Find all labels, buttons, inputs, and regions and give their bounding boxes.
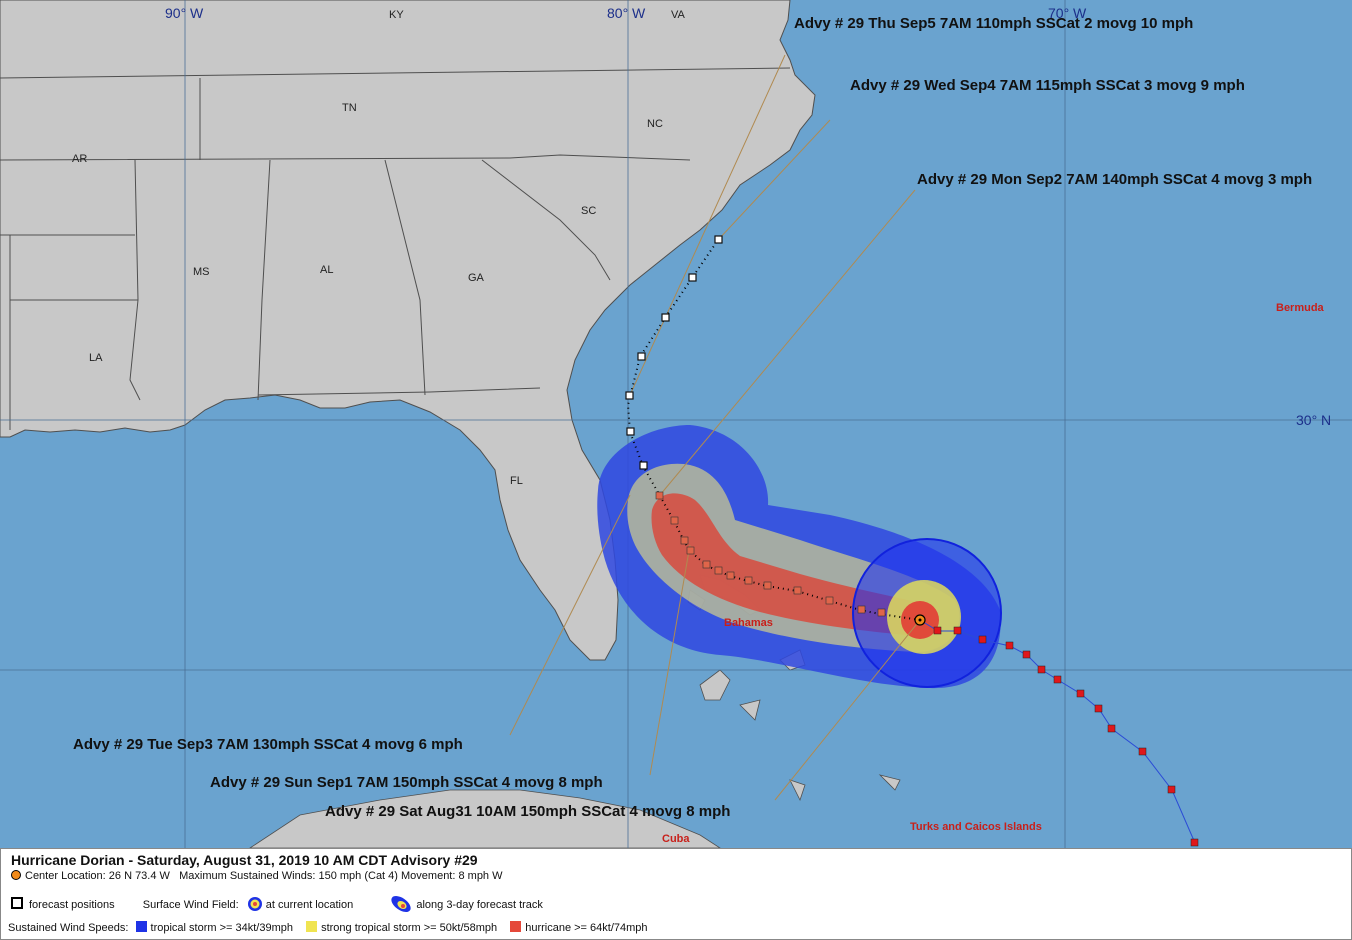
advisory-label-wed: Advy # 29 Wed Sep4 7AM 115mph SSCat 3 mo… [850,77,1245,94]
forecast-positions-open [625,235,723,470]
hurricane-swatch [510,921,522,932]
forecast-position-icon [11,897,23,909]
cuba [249,789,721,848]
max-winds-text: Maximum Sustained Winds: 150 mph (Cat 4)… [179,870,503,882]
lon-80w-label: 80° W [607,5,646,21]
state-label-sc: SC [581,205,596,217]
state-label-ms: MS [193,266,210,278]
center-location-text: Center Location: 26 N 73.4 W [25,870,170,882]
wind-swath [597,425,1002,689]
us-landmass [0,0,816,661]
forecast-positions-hurricane [655,491,886,617]
grid-labels: 90° W 80° W 70° W 30° N [165,5,1331,428]
hurricane-label: hurricane >= 64kt/74mph [525,922,648,934]
lon-70w-label: 70° W [1048,5,1087,21]
state-label-tn: TN [342,102,357,114]
state-label-la: LA [89,352,103,364]
at-current-location-label: at current location [265,899,354,911]
sts-swatch [306,921,318,932]
place-label-bermuda: Bermuda [1276,302,1325,314]
ts-label: tropical storm >= 34kt/39mph [150,922,293,934]
advisory-labels: Advy # 29 Thu Sep5 7AM 110mph SSCat 2 mo… [73,15,1312,820]
surface-wind-field-label: Surface Wind Field: [142,899,239,911]
legend-title: Hurricane Dorian - Saturday, August 31, … [11,852,478,868]
state-borders [0,67,791,430]
hurricane-map: 90° W 80° W 70° W 30° N KY VA TN NC AR S… [0,0,1352,848]
along-track-label: along 3-day forecast track [416,899,543,911]
place-label-turks-caicos: Turks and Caicos Islands [910,821,1042,833]
leader-lines [509,54,921,801]
advisory-label-mon: Advy # 29 Mon Sep2 7AM 140mph SSCat 4 mo… [917,171,1312,188]
lon-90w-label: 90° W [165,5,204,21]
past-track-positions [933,626,1199,847]
sts-label: strong tropical storm >= 50kt/58mph [321,922,498,934]
advisory-label-sun: Advy # 29 Sun Sep1 7AM 150mph SSCat 4 mo… [210,774,603,791]
advisory-label-thu: Advy # 29 Thu Sep5 7AM 110mph SSCat 2 mo… [794,15,1193,32]
legend-symbols-row: forecast positions Surface Wind Field: a… [11,895,543,913]
state-label-al: AL [320,264,333,276]
lat-lon-grid [0,0,1352,848]
lat-30n-label: 30° N [1296,412,1331,428]
storm-center-icon [914,614,926,626]
state-labels: KY VA TN NC AR SC MS AL GA LA FL [72,9,686,487]
state-label-va: VA [671,9,686,21]
state-label-ga: GA [468,272,485,284]
forecast-track-wind-icon [391,896,411,912]
advisory-label-tue: Advy # 29 Tue Sep3 7AM 130mph SSCat 4 mo… [73,736,463,753]
advisory-label-sat: Advy # 29 Sat Aug31 10AM 150mph SSCat 4 … [325,803,730,820]
state-label-nc: NC [647,118,663,130]
legend-wind-speeds-row: Sustained Wind Speeds: tropical storm >=… [8,921,648,934]
state-label-fl: FL [510,475,523,487]
sustained-wind-speeds-label: Sustained Wind Speeds: [8,922,129,934]
forecast-positions-label: forecast positions [29,899,115,911]
center-location-icon [11,870,21,880]
ts-swatch [135,921,147,932]
place-label-cuba: Cuba [662,833,690,845]
legend-center-row: Center Location: 26 N 73.4 W Maximum Sus… [11,870,503,882]
state-label-ky: KY [389,9,404,21]
state-label-ar: AR [72,153,87,165]
place-label-bahamas: Bahamas [724,617,773,629]
map-legend: Hurricane Dorian - Saturday, August 31, … [0,848,1352,940]
current-location-wind-icon [247,897,262,911]
past-track-line [919,619,1196,844]
